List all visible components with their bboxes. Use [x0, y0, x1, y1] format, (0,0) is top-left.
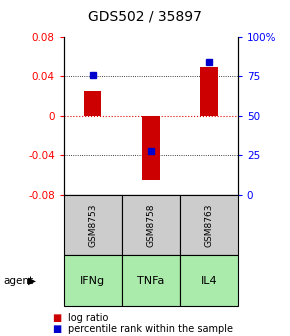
Text: IFNg: IFNg — [80, 276, 105, 286]
Bar — [122, 195, 180, 255]
Text: ■: ■ — [52, 324, 61, 334]
Bar — [200, 67, 218, 116]
Text: log ratio: log ratio — [68, 312, 108, 323]
Bar — [180, 195, 238, 255]
Text: GSM8763: GSM8763 — [204, 203, 213, 247]
Bar — [122, 255, 180, 306]
Text: ▶: ▶ — [28, 276, 36, 286]
Bar — [180, 255, 238, 306]
Text: GDS502 / 35897: GDS502 / 35897 — [88, 9, 202, 24]
Text: IL4: IL4 — [200, 276, 217, 286]
Text: percentile rank within the sample: percentile rank within the sample — [68, 324, 233, 334]
Bar — [142, 116, 160, 180]
Text: ■: ■ — [52, 312, 61, 323]
Text: TNFa: TNFa — [137, 276, 164, 286]
Bar — [84, 91, 102, 116]
Bar — [64, 255, 122, 306]
Text: agent: agent — [3, 276, 33, 286]
Bar — [64, 195, 122, 255]
Text: GSM8758: GSM8758 — [146, 203, 155, 247]
Text: GSM8753: GSM8753 — [88, 203, 97, 247]
